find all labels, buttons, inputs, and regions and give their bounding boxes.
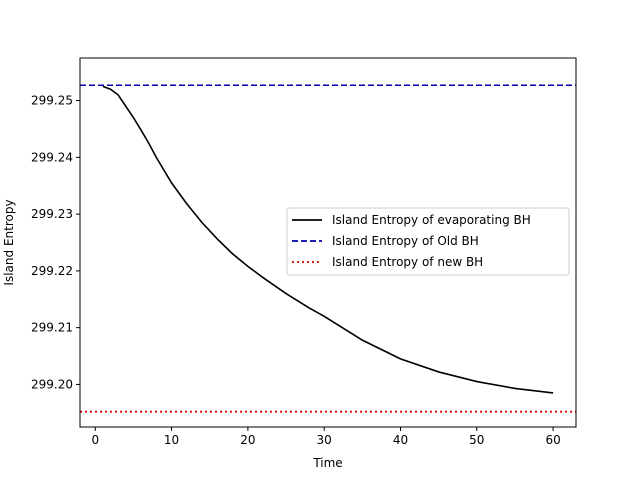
x-tick-label: 20 bbox=[240, 433, 255, 447]
x-tick-label: 0 bbox=[91, 433, 99, 447]
ticks: 0 10 20 30 40 50 60 299.20 299.21 299.22 299.23 299… bbox=[31, 94, 561, 447]
x-tick-label: 30 bbox=[317, 433, 332, 447]
legend-entry-evaporating-bh: Island Entropy of evaporating BH bbox=[332, 213, 531, 227]
y-tick-label: 299.25 bbox=[31, 94, 73, 108]
x-tick-label: 10 bbox=[164, 433, 179, 447]
y-tick-label: 299.20 bbox=[31, 377, 73, 391]
legend: Island Entropy of evaporating BH Island … bbox=[286, 207, 570, 276]
y-tick-label: 299.21 bbox=[31, 321, 73, 335]
x-tick-label: 50 bbox=[469, 433, 484, 447]
series-line-0 bbox=[102, 85, 554, 394]
legend-entry-new-bh: Island Entropy of new BH bbox=[332, 255, 483, 269]
x-axis-label: Time bbox=[312, 456, 342, 470]
x-tick-label: 60 bbox=[545, 433, 560, 447]
x-tick-label: 40 bbox=[393, 433, 408, 447]
axes-frame bbox=[79, 57, 577, 428]
y-axis-label: Island Entropy bbox=[2, 199, 16, 285]
plot-area bbox=[80, 84, 576, 413]
y-tick-label: 299.22 bbox=[31, 264, 73, 278]
legend-entry-old-bh: Island Entropy of Old BH bbox=[332, 234, 479, 248]
y-tick-label: 299.24 bbox=[31, 150, 73, 164]
y-tick-label: 299.23 bbox=[31, 207, 73, 221]
legend-box bbox=[286, 207, 570, 276]
